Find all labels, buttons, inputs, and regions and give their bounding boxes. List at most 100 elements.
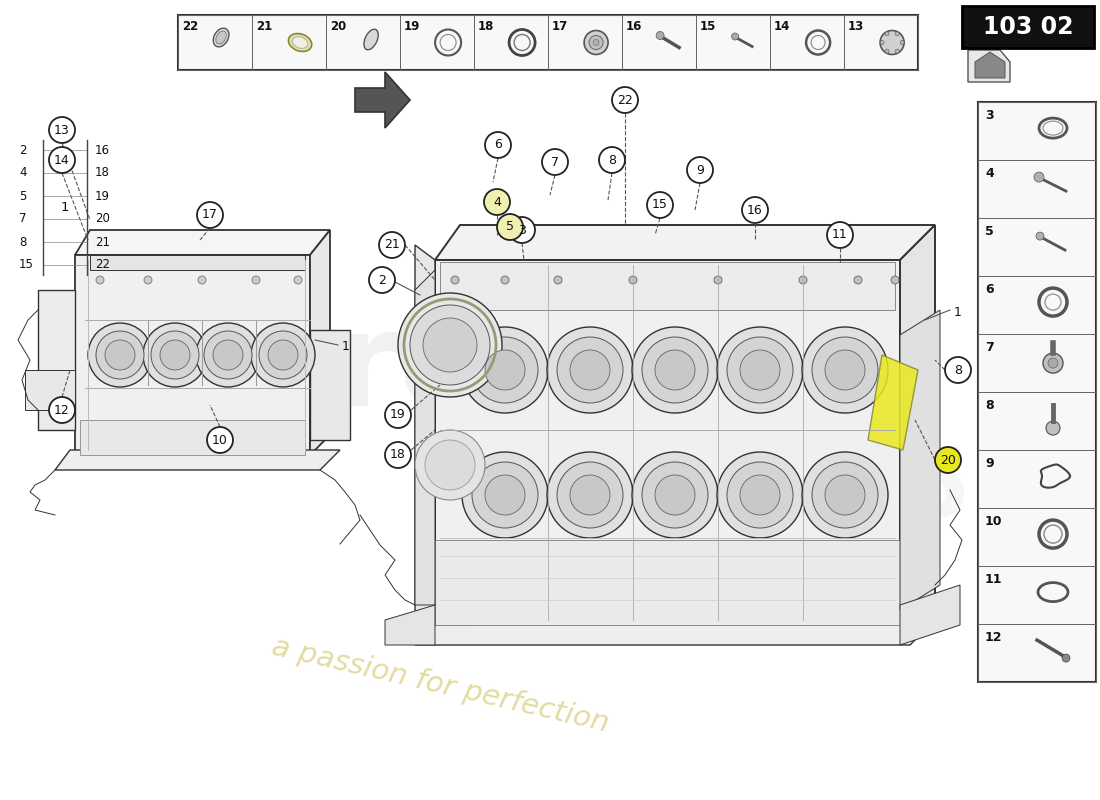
Polygon shape — [25, 370, 75, 410]
Circle shape — [656, 31, 664, 39]
Text: 355: 355 — [769, 443, 971, 537]
Text: 14: 14 — [54, 154, 70, 166]
Circle shape — [50, 147, 75, 173]
Circle shape — [368, 267, 395, 293]
Bar — [978, 102, 1096, 160]
Bar — [326, 15, 400, 70]
Circle shape — [632, 452, 718, 538]
Polygon shape — [310, 230, 330, 455]
Polygon shape — [434, 260, 900, 625]
Circle shape — [204, 331, 252, 379]
Circle shape — [268, 340, 298, 370]
Circle shape — [590, 35, 603, 50]
Circle shape — [398, 293, 502, 397]
Text: 1: 1 — [342, 341, 350, 354]
Text: 7: 7 — [19, 213, 26, 226]
Text: 8: 8 — [608, 154, 616, 166]
Circle shape — [472, 337, 538, 403]
Circle shape — [727, 337, 793, 403]
Circle shape — [462, 452, 548, 538]
Circle shape — [629, 276, 637, 284]
Text: 22: 22 — [617, 94, 632, 106]
Bar — [696, 15, 770, 70]
Circle shape — [1062, 654, 1070, 662]
Circle shape — [895, 49, 899, 53]
Circle shape — [379, 232, 405, 258]
Circle shape — [891, 276, 899, 284]
Circle shape — [825, 350, 865, 390]
Circle shape — [462, 327, 548, 413]
Polygon shape — [80, 420, 305, 455]
Bar — [978, 334, 1096, 392]
Circle shape — [570, 475, 611, 515]
Bar — [400, 15, 474, 70]
Text: 17: 17 — [202, 209, 218, 222]
Circle shape — [742, 197, 768, 223]
Polygon shape — [900, 310, 940, 610]
Circle shape — [1036, 232, 1044, 240]
Polygon shape — [55, 450, 340, 470]
Circle shape — [600, 147, 625, 173]
Circle shape — [96, 331, 144, 379]
Circle shape — [802, 327, 888, 413]
Circle shape — [50, 397, 75, 423]
Text: 5: 5 — [19, 190, 26, 202]
Bar — [978, 102, 1096, 682]
Circle shape — [104, 340, 135, 370]
Circle shape — [642, 337, 708, 403]
Circle shape — [500, 276, 509, 284]
Bar — [178, 15, 252, 70]
Polygon shape — [415, 620, 935, 645]
Text: 14: 14 — [774, 20, 791, 33]
Circle shape — [1048, 358, 1058, 368]
Text: 15: 15 — [19, 258, 34, 271]
Text: 21: 21 — [256, 20, 273, 33]
Circle shape — [900, 41, 904, 45]
Circle shape — [654, 475, 695, 515]
Circle shape — [584, 30, 608, 54]
Text: 19: 19 — [404, 20, 420, 33]
Text: 21: 21 — [384, 238, 400, 251]
Text: 16: 16 — [95, 143, 110, 157]
Text: 19: 19 — [390, 409, 406, 422]
Text: 1: 1 — [60, 201, 69, 214]
Circle shape — [88, 323, 152, 387]
Bar — [770, 15, 844, 70]
Circle shape — [509, 217, 535, 243]
Circle shape — [50, 117, 75, 143]
Ellipse shape — [288, 34, 311, 51]
Circle shape — [554, 276, 562, 284]
Circle shape — [799, 276, 807, 284]
Text: 9: 9 — [984, 457, 993, 470]
Text: 8: 8 — [954, 363, 962, 377]
Circle shape — [740, 475, 780, 515]
Text: euro: euro — [151, 306, 490, 434]
Circle shape — [1046, 421, 1060, 435]
Text: 12: 12 — [984, 631, 1002, 644]
Polygon shape — [868, 355, 918, 450]
Circle shape — [740, 350, 780, 390]
Text: 8: 8 — [984, 399, 993, 412]
Circle shape — [251, 323, 315, 387]
Polygon shape — [415, 245, 434, 625]
Circle shape — [497, 214, 522, 240]
Text: 16: 16 — [626, 20, 642, 33]
Circle shape — [945, 357, 971, 383]
Circle shape — [385, 442, 411, 468]
Circle shape — [294, 276, 302, 284]
Circle shape — [160, 340, 190, 370]
Circle shape — [654, 350, 695, 390]
Ellipse shape — [213, 28, 229, 47]
Text: 18: 18 — [95, 166, 110, 179]
Bar — [978, 392, 1096, 450]
Bar — [978, 508, 1096, 566]
Circle shape — [485, 350, 525, 390]
Polygon shape — [355, 72, 410, 128]
Circle shape — [485, 475, 525, 515]
Text: 4: 4 — [984, 167, 993, 180]
Circle shape — [570, 350, 611, 390]
Circle shape — [632, 327, 718, 413]
Circle shape — [895, 32, 899, 36]
Circle shape — [1043, 353, 1063, 373]
Circle shape — [144, 276, 152, 284]
